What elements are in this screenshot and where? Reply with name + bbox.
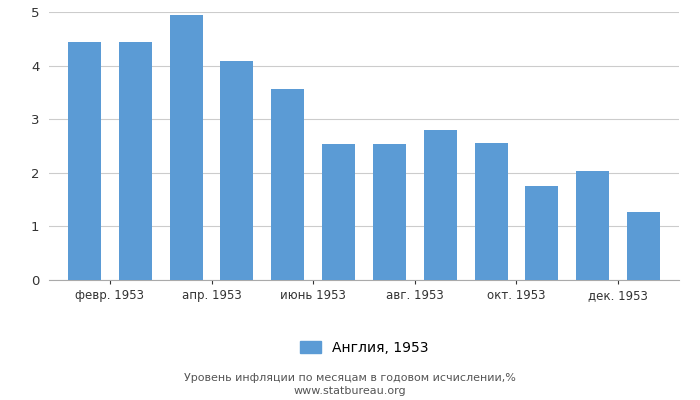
Bar: [373, 144, 406, 280]
Legend: Англия, 1953: Англия, 1953: [294, 335, 434, 360]
Bar: [119, 42, 152, 280]
Bar: [272, 89, 304, 280]
Bar: [322, 144, 355, 280]
Bar: [627, 212, 660, 280]
Bar: [475, 143, 508, 280]
Bar: [424, 130, 456, 280]
Bar: [576, 171, 609, 280]
Bar: [68, 42, 101, 280]
Text: Уровень инфляции по месяцам в годовом исчислении,%: Уровень инфляции по месяцам в годовом ис…: [184, 373, 516, 383]
Text: www.statbureau.org: www.statbureau.org: [294, 386, 406, 396]
Bar: [220, 61, 253, 280]
Bar: [169, 15, 203, 280]
Bar: [525, 186, 559, 280]
